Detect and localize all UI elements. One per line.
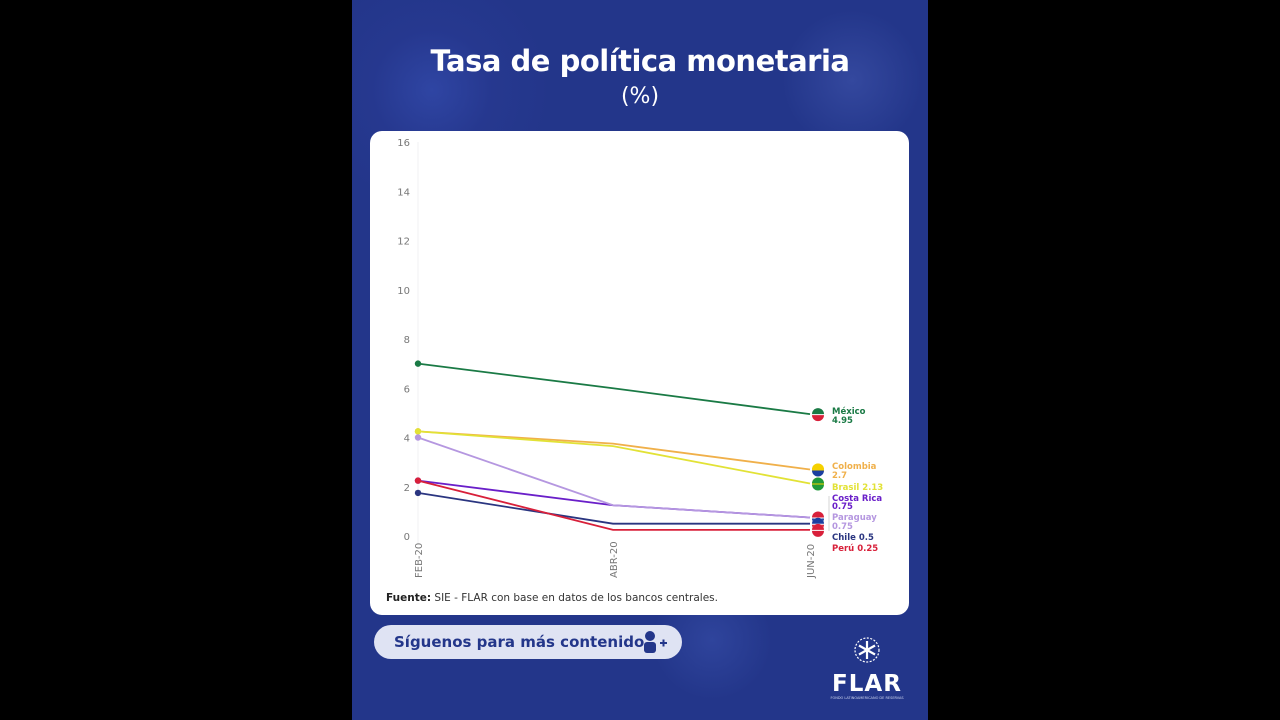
series-end-label: 0.75	[832, 502, 853, 512]
source-label: Fuente:	[386, 592, 432, 604]
logo-tagline: FONDO LATINOAMERICANO DE RESERVAS	[830, 696, 904, 700]
series-end-label: 4.95	[832, 416, 853, 426]
flag-colombia-icon	[812, 463, 824, 477]
y-tick-label: 12	[397, 237, 410, 248]
series-line	[417, 436, 811, 519]
flar-logo: FLAR FONDO LATINOAMERICANO DE RESERVAS	[822, 636, 912, 700]
y-tick-label: 6	[404, 384, 410, 395]
source-text: SIE - FLAR con base en datos de los banc…	[431, 592, 718, 604]
series-line	[417, 479, 810, 531]
series-line	[417, 479, 811, 519]
series-start-marker	[414, 489, 422, 497]
flag-méxico-icon	[812, 408, 824, 422]
series-end-label: Costa Rica	[832, 494, 882, 504]
series-end-label: México	[832, 406, 866, 417]
series-end-label: Chile 0.5	[832, 533, 874, 543]
x-tick-label: JUN-20	[806, 544, 817, 579]
source-note: Fuente: SIE - FLAR con base en datos de …	[386, 592, 718, 604]
series-start-marker	[414, 360, 422, 367]
x-tick-label: ABR-20	[609, 541, 620, 578]
snowflake-emblem-icon	[854, 637, 880, 663]
chart-card: 0 2 4 6 8 10 12 14 16 FEB-20 ABR-20 JUN-20 México 4.9…	[370, 131, 909, 615]
y-tick-label: 0	[404, 532, 410, 543]
y-tick-label: 10	[397, 286, 410, 297]
series-end-label: Colombia	[832, 462, 877, 472]
logo-wordmark: FLAR	[832, 671, 902, 697]
series-start-marker	[414, 434, 422, 441]
y-tick-label: 4	[404, 434, 410, 445]
y-tick-label: 14	[397, 187, 410, 198]
follow-label: Síguenos para más contenido	[394, 633, 645, 651]
series-end-label: Brasil 2.13	[832, 483, 883, 493]
series-line	[417, 430, 811, 471]
follow-button[interactable]: Síguenos para más contenido	[374, 625, 682, 659]
flag-brasil-icon	[812, 477, 824, 491]
series-line	[417, 492, 810, 525]
y-tick-label: 8	[404, 335, 410, 346]
page-title: Tasa de política monetaria	[430, 44, 850, 78]
add-user-icon	[644, 631, 667, 653]
x-tick-label: FEB-20	[414, 543, 425, 578]
series-end-label: Paraguay	[832, 513, 877, 523]
line-chart: 0 2 4 6 8 10 12 14 16 FEB-20 ABR-20 JUN-20 México4.9…	[397, 138, 883, 579]
series-end-label: 2.7	[832, 471, 847, 481]
infographic-frame: Tasa de política monetaria (%) 0 2 4 6 8 10 12…	[352, 0, 928, 720]
page-subtitle: (%)	[620, 84, 660, 109]
series-start-marker	[414, 477, 422, 484]
series-end-label: 0.75	[832, 522, 853, 532]
series-line	[417, 362, 811, 415]
y-tick-label: 16	[397, 138, 410, 149]
series-end-label: Perú 0.25	[832, 544, 878, 554]
series-start-marker	[414, 428, 422, 435]
flag-perú-icon	[812, 523, 824, 537]
series-line	[417, 430, 811, 485]
y-tick-label: 2	[404, 483, 410, 494]
